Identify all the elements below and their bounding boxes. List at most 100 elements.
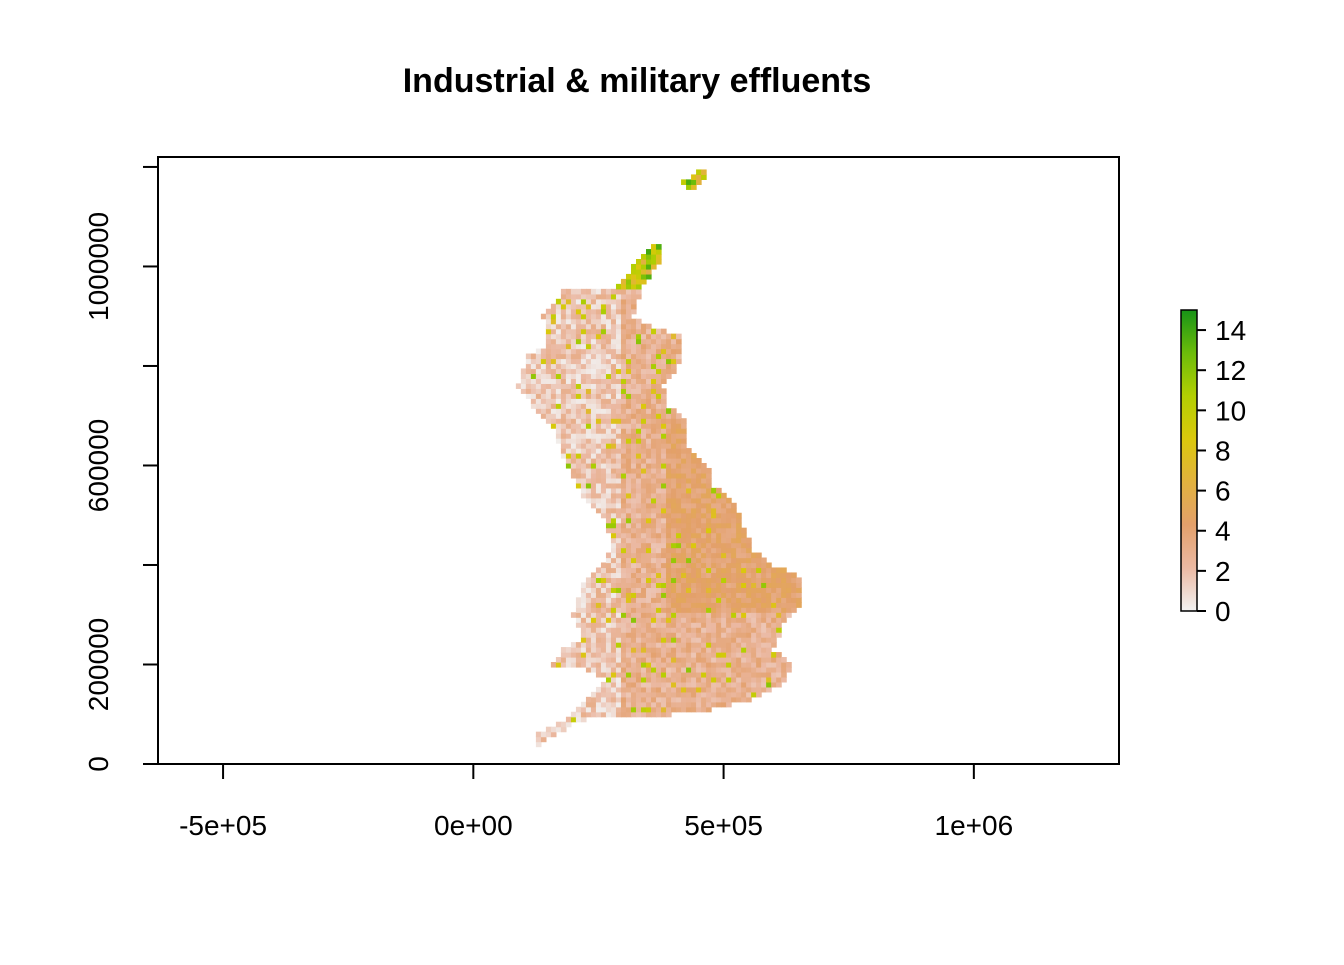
raster-cell	[771, 572, 777, 579]
raster-cell	[656, 637, 662, 643]
raster-cell	[605, 627, 612, 633]
raster-cell	[731, 652, 737, 658]
raster-cell	[656, 512, 662, 519]
raster-cell	[716, 627, 722, 633]
raster-cell	[600, 433, 607, 439]
raster-cell	[595, 298, 602, 305]
raster-cell	[605, 662, 612, 668]
raster-cell	[721, 532, 727, 539]
raster-cell	[676, 467, 682, 474]
raster-cell	[666, 527, 672, 534]
raster-cell	[656, 572, 662, 579]
raster-cell	[615, 343, 622, 350]
raster-cell	[681, 433, 687, 439]
raster-cell	[605, 467, 612, 474]
raster-cell	[630, 706, 637, 713]
raster-cell	[565, 378, 572, 384]
raster-cell	[661, 572, 667, 579]
raster-cell	[656, 398, 662, 404]
raster-cell	[585, 582, 592, 588]
raster-cell	[625, 363, 632, 370]
raster-cell	[585, 388, 592, 394]
raster-cell	[590, 711, 597, 718]
raster-cell	[676, 333, 682, 340]
raster-cell	[635, 691, 642, 698]
raster-cell	[721, 522, 727, 529]
raster-cell	[721, 657, 727, 663]
raster-cell	[746, 632, 752, 638]
raster-cell	[615, 647, 622, 653]
raster-cell	[736, 696, 742, 703]
raster-cell	[565, 403, 572, 409]
raster-cell	[701, 577, 707, 583]
raster-cell	[666, 691, 672, 698]
raster-cell	[615, 502, 622, 509]
raster-cell	[550, 338, 557, 345]
raster-cell	[676, 353, 682, 360]
raster-cell	[625, 681, 632, 688]
raster-cell	[595, 433, 602, 439]
raster-cell	[525, 353, 532, 360]
raster-cell	[671, 368, 677, 375]
raster-cell	[630, 413, 637, 419]
raster-cell	[595, 323, 602, 330]
raster-cell	[635, 338, 642, 345]
raster-cell	[676, 562, 682, 569]
raster-cell	[610, 403, 617, 409]
raster-cell	[605, 443, 612, 449]
raster-cell	[565, 328, 572, 335]
raster-cell	[595, 657, 602, 663]
raster-cell	[600, 368, 607, 375]
raster-cell	[580, 622, 587, 628]
raster-cell	[610, 532, 617, 539]
raster-cell	[630, 602, 637, 608]
raster-cell	[605, 448, 612, 454]
raster-cell	[721, 517, 727, 524]
raster-cell	[661, 666, 667, 673]
raster-cell	[751, 681, 757, 688]
raster-cell	[595, 338, 602, 345]
raster-cell	[721, 642, 727, 648]
raster-cell	[620, 577, 627, 583]
raster-cell	[671, 612, 677, 618]
raster-cell	[610, 293, 617, 300]
raster-cell	[651, 453, 657, 459]
raster-cell	[641, 577, 647, 583]
raster-cell	[711, 567, 717, 574]
raster-cell	[666, 373, 672, 380]
raster-cell	[651, 642, 657, 648]
raster-cell	[625, 423, 632, 429]
raster-cell	[605, 328, 612, 335]
raster-cell	[550, 378, 557, 384]
raster-cell	[620, 532, 627, 539]
raster-cell	[696, 622, 702, 628]
raster-cell	[661, 492, 667, 499]
raster-cell	[570, 612, 577, 618]
raster-cell	[600, 647, 607, 653]
raster-cell	[575, 612, 582, 618]
raster-cell	[716, 527, 722, 534]
raster-cell	[570, 368, 577, 375]
raster-cell	[711, 647, 717, 653]
raster-cell	[751, 572, 757, 579]
raster-cell	[796, 577, 802, 583]
raster-cell	[620, 288, 627, 295]
raster-cell	[635, 408, 642, 414]
raster-cell	[651, 244, 657, 250]
raster-cell	[595, 671, 602, 678]
raster-cell	[575, 358, 582, 365]
raster-cell	[565, 298, 572, 305]
raster-cell	[550, 383, 557, 389]
raster-cell	[630, 652, 637, 658]
raster-cell	[585, 592, 592, 598]
raster-cell	[635, 472, 642, 479]
raster-cell	[545, 373, 552, 380]
raster-cell	[610, 458, 617, 464]
raster-cell	[681, 652, 687, 658]
raster-cell	[615, 686, 622, 693]
raster-cell	[635, 632, 642, 638]
raster-cell	[756, 617, 762, 623]
raster-cell	[761, 557, 767, 564]
raster-cell	[666, 572, 672, 579]
raster-cell	[615, 303, 622, 310]
